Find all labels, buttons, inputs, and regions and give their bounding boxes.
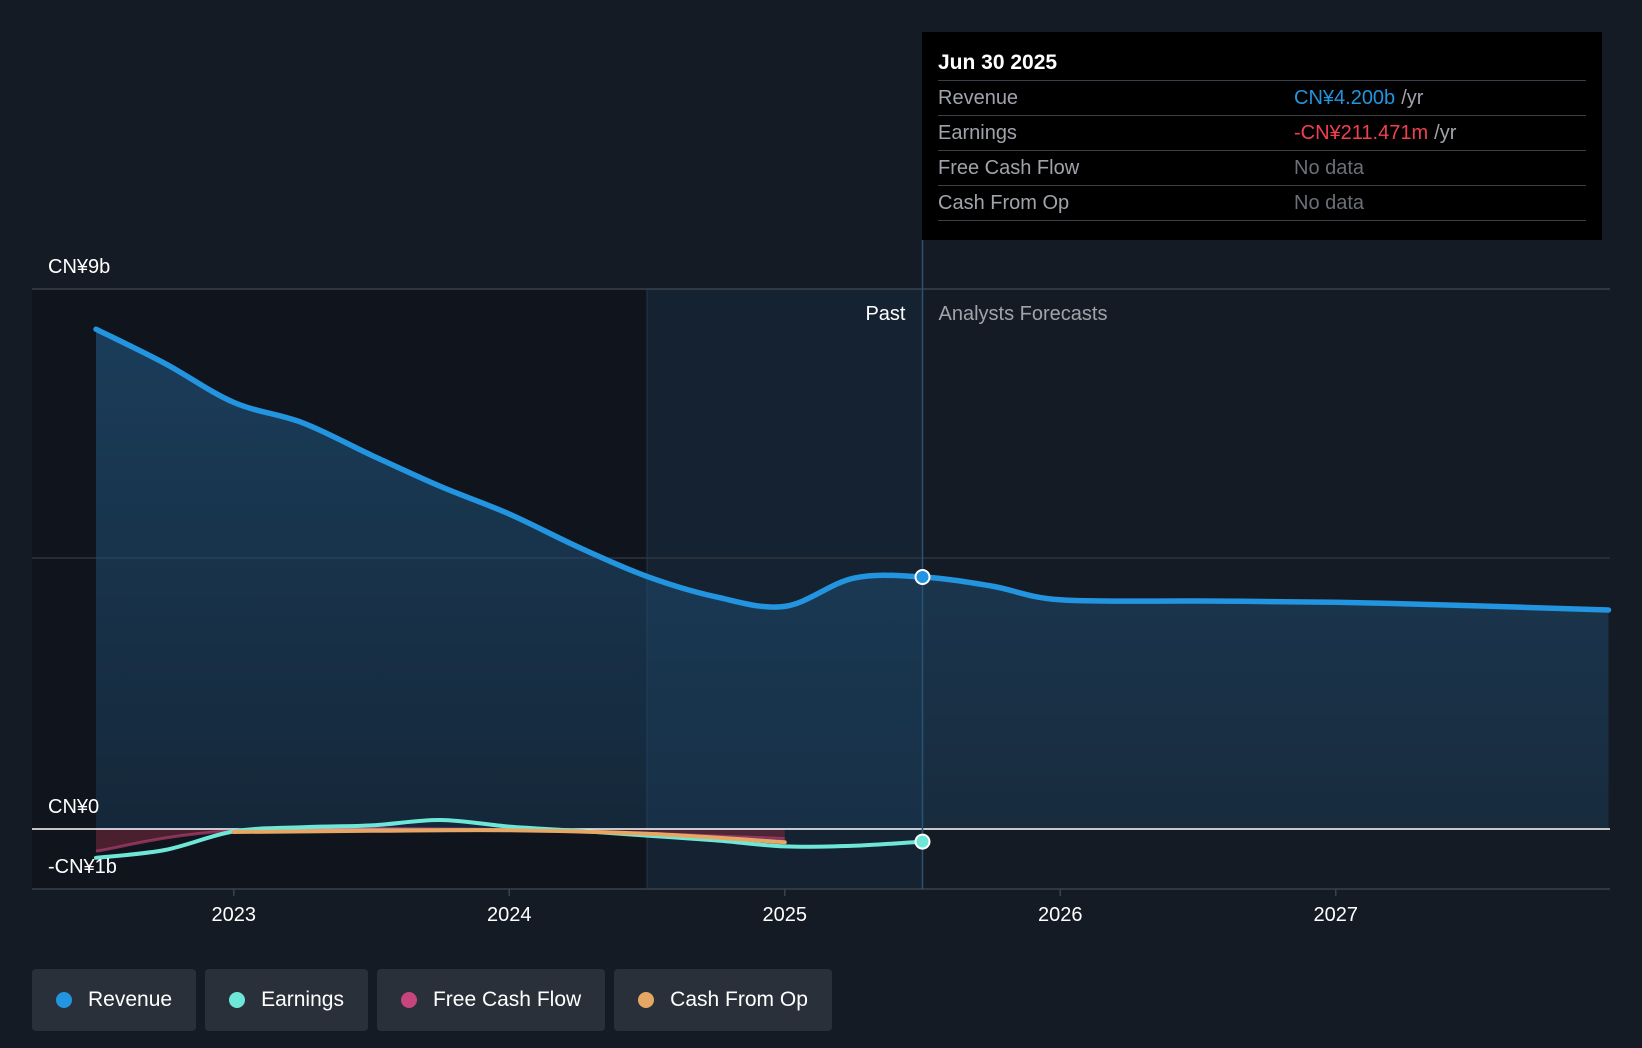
- x-tick-label: 2024: [487, 904, 532, 926]
- past-label: Past: [865, 303, 905, 325]
- earnings-highlight-point: [914, 833, 931, 850]
- tooltip-unit: /yr: [1434, 122, 1457, 144]
- x-tick-label: 2025: [763, 904, 808, 926]
- tooltip-value: No data: [1294, 192, 1365, 214]
- free-cash-flow-dot-icon: [400, 992, 417, 1008]
- tooltip-value: CN¥4.200b: [1294, 87, 1396, 109]
- tooltip-date: Jun 30 2025: [938, 51, 1058, 74]
- y-tick-label: CN¥0: [48, 796, 99, 818]
- tooltip-row-earnings: Earnings -CN¥211.471m /yr: [938, 115, 1586, 150]
- legend-label: Revenue: [88, 988, 173, 1011]
- legend-item-cash-from-op[interactable]: Cash From Op: [614, 969, 832, 1031]
- tooltip-unit: /yr: [1401, 87, 1424, 109]
- legend-label: Cash From Op: [670, 988, 808, 1011]
- forecast-label: Analysts Forecasts: [939, 303, 1108, 325]
- cash-from-op-line: [231, 828, 787, 845]
- revenue-highlight-point: [914, 569, 931, 585]
- tooltip-value: -CN¥211.471m: [1294, 122, 1429, 144]
- legend-item-free-cash-flow[interactable]: Free Cash Flow: [376, 969, 606, 1031]
- y-tick-label: CN¥9b: [48, 256, 110, 278]
- tooltip-row-cash-from-op: Cash From Op No data: [938, 185, 1586, 221]
- tooltip-row-free-cash-flow: Free Cash Flow No data: [938, 150, 1586, 185]
- legend-item-revenue[interactable]: Revenue: [32, 969, 197, 1031]
- chart-legend: Revenue Earnings Free Cash Flow Cash Fro…: [32, 969, 832, 1031]
- y-tick-label: -CN¥1b: [48, 856, 117, 878]
- tooltip-row-revenue: Revenue CN¥4.200b /yr: [938, 80, 1586, 115]
- tooltip-label: Cash From Op: [938, 192, 1070, 214]
- x-tick-label: 2027: [1314, 904, 1359, 926]
- revenue-line: [93, 326, 1612, 613]
- revenue-dot-icon: [56, 992, 72, 1008]
- legend-label: Earnings: [261, 988, 344, 1011]
- tooltip-label: Revenue: [938, 87, 1019, 109]
- tooltip-label: Free Cash Flow: [938, 157, 1080, 179]
- legend-item-earnings[interactable]: Earnings: [205, 969, 368, 1031]
- tooltip-label: Earnings: [938, 122, 1017, 144]
- tooltip-value: No data: [1294, 157, 1365, 179]
- cash-from-op-dot-icon: [638, 992, 655, 1008]
- x-tick-label: 2023: [212, 904, 257, 926]
- data-tooltip: Jun 30 2025 Revenue CN¥4.200b /yr Earnin…: [922, 32, 1602, 240]
- x-tick-label: 2026: [1038, 904, 1083, 926]
- earnings-dot-icon: [229, 992, 246, 1008]
- free-cash-flow-area: [96, 828, 785, 852]
- legend-label: Free Cash Flow: [432, 988, 582, 1011]
